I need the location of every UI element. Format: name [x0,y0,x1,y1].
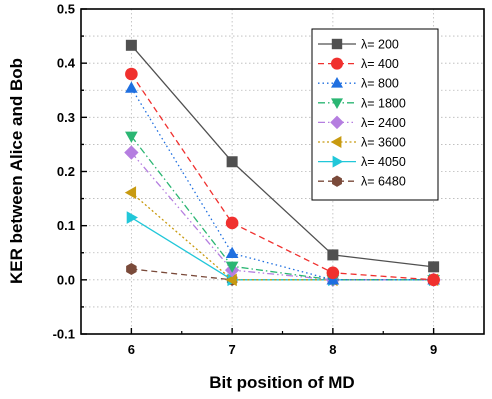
x-tick-label: 6 [128,342,135,357]
legend-label: λ= 3600 [361,136,406,150]
data-point [225,246,239,258]
series-200 [125,39,440,273]
legend-label: λ= 6480 [361,175,406,189]
series-layer [124,39,441,287]
legend-label: λ= 1800 [361,96,406,110]
data-point [428,261,440,273]
legend-label: λ= 200 [361,38,399,52]
y-tick-label: 0.2 [57,164,75,179]
legend-marker [331,38,343,50]
data-point [125,67,138,81]
data-point [124,145,139,160]
legend-box [311,28,439,201]
legend-label: λ= 800 [361,77,399,91]
data-point [126,211,138,224]
legend-marker [331,76,343,88]
legend-label: λ= 2400 [361,116,406,130]
y-tick-label: -0.1 [53,327,75,342]
series-line [130,152,434,281]
series-line [130,73,434,281]
legend-label: λ= 400 [361,57,399,71]
x-axis-label: Bit position of MD [209,373,354,392]
data-point [125,81,138,93]
data-point [225,261,239,273]
data-point [327,249,339,261]
legend-marker [330,115,344,130]
legend-marker [331,98,343,110]
x-tick-label: 8 [329,342,336,357]
series-line [130,44,434,268]
series-3600 [124,186,439,287]
axis-ticks: -0.1 0.0 0.1 0.2 0.3 0.4 0.5 6 7 8 9 [53,2,438,358]
legend-marker [332,175,342,187]
y-tick-label: 0.3 [57,110,75,125]
data-point [226,156,238,168]
data-point [125,131,138,143]
data-point [326,266,340,280]
x-tick-label: 7 [229,342,236,357]
data-point [427,273,440,287]
legend-marker [331,57,343,70]
y-tick-label: 0.1 [57,218,75,233]
data-point [125,39,137,51]
data-point [225,273,237,287]
y-tick-label: 0.0 [57,272,75,287]
legend: λ= 200 λ= 400 λ= 800 λ= 1800 λ= 2400 λ= 3600 λ… [311,28,439,201]
legend-marker [330,136,342,148]
legend-label: λ= 4050 [361,155,406,169]
data-point [126,262,137,276]
data-point [225,216,239,230]
series-400 [125,67,440,287]
y-axis-label: KER between Alice and Bob [7,58,26,284]
series-line [131,216,434,281]
series-4050 [126,211,441,287]
x-tick-label: 9 [430,342,437,357]
data-point [124,186,137,199]
y-tick-label: 0.5 [57,2,75,17]
legend-marker [332,155,344,168]
y-tick-label: 0.4 [57,56,76,71]
series-line [130,192,434,281]
